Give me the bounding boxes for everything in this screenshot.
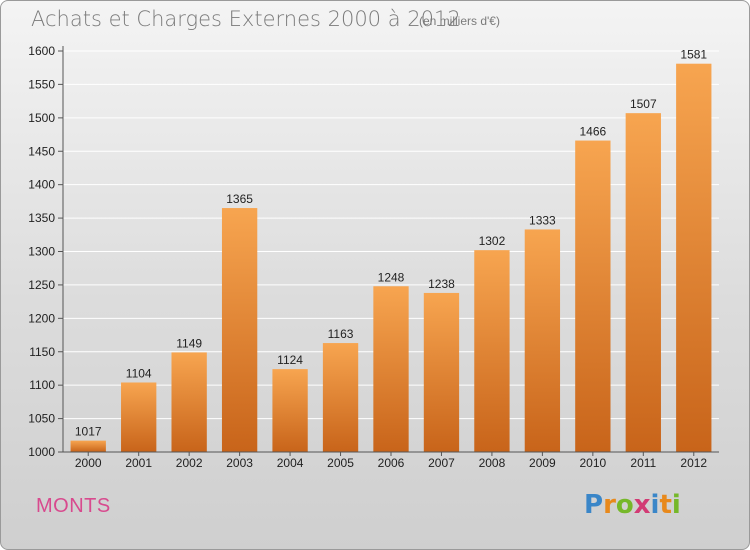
x-tick-label-2006: 2006 — [378, 456, 405, 470]
data-label-2010: 1466 — [579, 125, 606, 139]
y-tick-label: 1450 — [28, 144, 55, 158]
logo-letter: t — [659, 490, 672, 520]
data-label-2003: 1365 — [226, 192, 253, 206]
data-label-2006: 1248 — [378, 270, 405, 284]
x-tick-label-2007: 2007 — [428, 456, 455, 470]
bars — [70, 63, 712, 452]
data-label-2004: 1124 — [277, 353, 303, 367]
y-tick-label: 1150 — [29, 345, 55, 359]
bar-2006 — [373, 286, 409, 452]
data-labels: 1017 1104 1149 1365 1124 1163 1248 1238 1302 1333… — [75, 48, 708, 439]
y-tick-label: 1550 — [28, 77, 55, 91]
data-label-2005: 1163 — [328, 327, 354, 341]
bar-2008 — [474, 250, 510, 452]
chart-unit: (en milliers d'€) — [419, 14, 500, 28]
x-tick-label-2011: 2011 — [630, 456, 656, 470]
y-tick-label: 1500 — [28, 111, 55, 125]
logo-letter: P — [584, 490, 604, 520]
data-label-2000: 1017 — [75, 425, 102, 439]
x-tick-label-2000: 2000 — [75, 456, 102, 470]
bar-2001 — [121, 382, 157, 452]
logo-letter: r — [603, 490, 616, 520]
bar-2010 — [575, 140, 611, 452]
y-tick-label: 1000 — [28, 445, 55, 459]
data-label-2009: 1333 — [529, 213, 556, 227]
chart-title: Achats et Charges Externes 2000 à 2012 — [31, 7, 461, 31]
axes: 1000 1050 1100 1150 1200 1250 1300 1350 1400 1450… — [28, 44, 719, 470]
data-label-2012: 1581 — [680, 48, 707, 62]
y-tick-label: 1400 — [28, 178, 55, 192]
x-tick-label-2010: 2010 — [579, 456, 606, 470]
data-label-2001: 1104 — [126, 366, 152, 380]
city-name: MONTS — [36, 495, 111, 517]
x-tick-label-2012: 2012 — [680, 456, 707, 470]
y-tick-label: 1200 — [28, 311, 55, 325]
proxiti-logo: Proxiti — [584, 490, 681, 520]
y-tick-label: 1600 — [28, 44, 55, 58]
x-tick-label-2008: 2008 — [479, 456, 506, 470]
y-tick-label: 1350 — [28, 211, 55, 225]
bar-2007 — [423, 292, 460, 452]
y-tick-label: 1050 — [28, 412, 55, 426]
data-label-2011: 1507 — [630, 97, 657, 111]
logo-letter: i — [671, 490, 681, 520]
y-tick-label: 1300 — [28, 245, 55, 259]
logo-letter: x — [633, 490, 651, 520]
bar-2002 — [171, 352, 207, 452]
x-tick-label-2001: 2001 — [125, 456, 152, 470]
y-tick-label: 1100 — [29, 378, 55, 392]
x-tick-label-2002: 2002 — [176, 456, 203, 470]
x-tick-label-2003: 2003 — [226, 456, 253, 470]
logo-letter: i — [650, 490, 660, 520]
logo-letter: o — [615, 490, 634, 520]
data-label-2008: 1302 — [479, 234, 506, 248]
bar-2005 — [322, 343, 359, 452]
x-tick-label-2009: 2009 — [529, 456, 556, 470]
bar-2012 — [676, 63, 712, 452]
bar-2009 — [524, 229, 561, 452]
y-tick-label: 1250 — [28, 278, 55, 292]
bar-2000 — [70, 440, 106, 452]
x-tick-label-2004: 2004 — [277, 456, 304, 470]
bar-2003 — [221, 208, 258, 452]
data-label-2002: 1149 — [176, 336, 202, 350]
x-tick-label-2005: 2005 — [327, 456, 354, 470]
data-label-2007: 1238 — [428, 277, 455, 291]
bar-2011 — [625, 113, 661, 452]
bar-2004 — [272, 369, 308, 452]
